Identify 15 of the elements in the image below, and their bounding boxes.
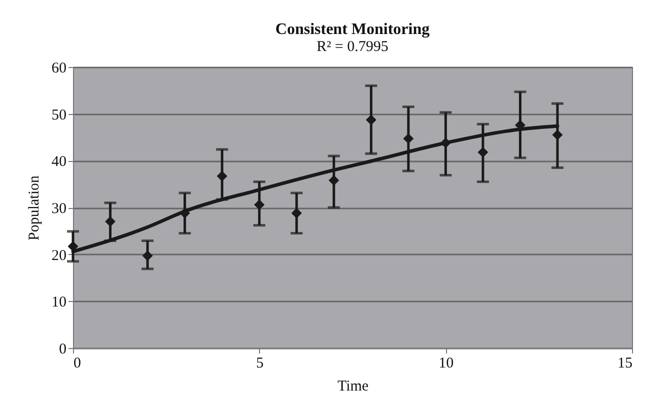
x-axis-title: Time [337, 378, 369, 394]
x-tick-label: 5 [256, 356, 264, 372]
y-tick-label: 60 [52, 60, 66, 76]
y-tick-label: 50 [52, 107, 66, 124]
y-tick-label: 30 [52, 201, 66, 217]
y-tick-label: 0 [59, 342, 66, 358]
y-tick-label: 10 [52, 294, 66, 311]
y-tick-label: 40 [52, 154, 66, 170]
x-tick-label: 10 [438, 356, 454, 372]
x-tick-label: 15 [618, 356, 632, 372]
y-axis-title: Population [26, 175, 42, 241]
chart-subtitle: R² = 0.7995 [316, 39, 388, 55]
x-tick-label: 0 [74, 356, 81, 372]
chart-title: Consistent Monitoring [275, 21, 430, 38]
y-tick-label: 20 [52, 248, 66, 264]
